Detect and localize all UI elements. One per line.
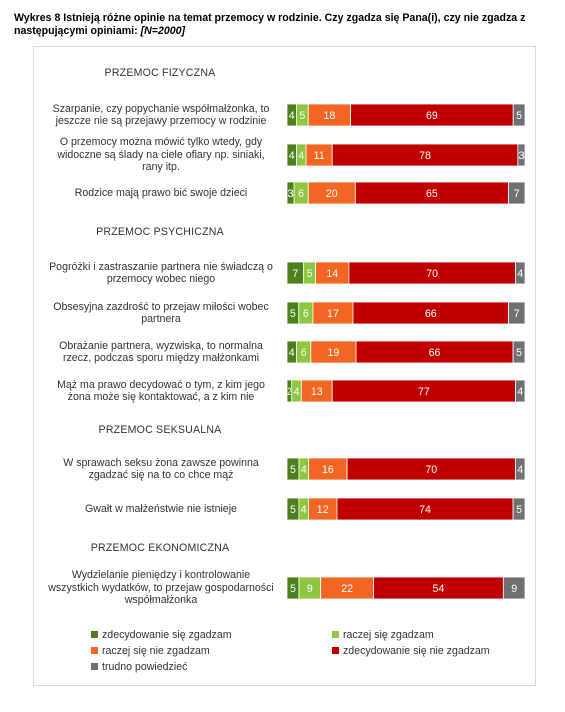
data-label: 4 bbox=[301, 504, 307, 516]
data-label: 4 bbox=[298, 150, 304, 162]
data-label: 5 bbox=[290, 504, 296, 516]
category-label: Gwałt w małżeństwie nie istnieje bbox=[85, 502, 237, 515]
data-label: 69 bbox=[426, 110, 438, 122]
legend-swatch bbox=[91, 663, 98, 670]
chart-title-note: [N=2000] bbox=[140, 25, 186, 37]
category-label: W sprawach seksu żona zawsze powinna zga… bbox=[63, 456, 259, 482]
data-label: 70 bbox=[426, 268, 438, 280]
data-label: 5 bbox=[290, 464, 296, 476]
data-label: 78 bbox=[419, 150, 431, 162]
data-label: 3 bbox=[287, 188, 294, 200]
data-label: 4 bbox=[517, 268, 523, 280]
legend-item: trudno powiedzieć bbox=[91, 661, 187, 673]
category-label: Obrażanie partnera, wyzwiska, to normaln… bbox=[59, 339, 263, 365]
bar-segment bbox=[512, 497, 526, 521]
data-label: 54 bbox=[433, 583, 445, 595]
data-label: 66 bbox=[429, 347, 441, 359]
chart-title: Wykres 8 Istnieją różne opinie na temat … bbox=[14, 12, 544, 38]
legend-label: zdecydowanie się zgadzam bbox=[102, 629, 232, 641]
section-label: PRZEMOC PSYCHICZNA bbox=[96, 226, 224, 238]
data-label: 4 bbox=[294, 386, 300, 398]
bar-segment bbox=[508, 181, 526, 205]
data-label: 5 bbox=[307, 268, 313, 280]
data-label: 4 bbox=[289, 150, 295, 162]
data-label: 11 bbox=[314, 150, 325, 162]
data-label: 66 bbox=[425, 308, 437, 320]
legend-label: zdecydowanie się nie zgadzam bbox=[343, 645, 490, 657]
data-label: 5 bbox=[516, 347, 522, 359]
data-label: 19 bbox=[328, 347, 340, 359]
category-label: Rodzice mają prawo bić swoje dzieci bbox=[74, 186, 248, 199]
legend-item: zdecydowanie się nie zgadzam bbox=[332, 645, 490, 657]
category-label: Obsesyjna zazdrość to przejaw miłości wo… bbox=[53, 300, 269, 326]
data-label: 5 bbox=[299, 110, 305, 122]
data-label: 7 bbox=[514, 188, 520, 200]
data-label: 2 bbox=[287, 386, 291, 398]
data-label: 17 bbox=[327, 308, 339, 320]
legend-swatch bbox=[332, 647, 339, 654]
bar-segment bbox=[515, 261, 526, 285]
data-label: 13 bbox=[311, 386, 323, 398]
category-label: O przemocy można mówić tylko wtedy, gdy … bbox=[57, 136, 265, 173]
section-label: PRZEMOC EKONOMICZNA bbox=[90, 542, 230, 554]
section-label: PRZEMOC SEKSUALNA bbox=[98, 424, 222, 436]
legend-label: raczej się nie zgadzam bbox=[102, 645, 210, 657]
data-label: 4 bbox=[517, 386, 523, 398]
data-label: 5 bbox=[516, 110, 522, 122]
chart-title-text: Wykres 8 Istnieją różne opinie na temat … bbox=[14, 12, 526, 37]
data-label: 7 bbox=[292, 268, 298, 280]
category-label: Mąż ma prawo decydować o tym, z kim jego… bbox=[57, 378, 265, 404]
legend-item: raczej się nie zgadzam bbox=[91, 645, 210, 657]
legend-label: trudno powiedzieć bbox=[102, 661, 188, 673]
data-label: 74 bbox=[419, 504, 431, 516]
legend-label: raczej się zgadzam bbox=[343, 629, 434, 641]
data-label: 3 bbox=[518, 150, 525, 162]
data-label: 6 bbox=[303, 308, 309, 320]
data-label: 65 bbox=[426, 188, 438, 200]
data-label: 4 bbox=[289, 110, 295, 122]
category-label: Pogróżki i zastraszanie partnera nie świ… bbox=[49, 260, 273, 286]
data-label: 4 bbox=[289, 347, 295, 359]
data-label: 12 bbox=[317, 504, 329, 516]
data-label: 70 bbox=[425, 464, 437, 476]
data-label: 9 bbox=[307, 583, 313, 595]
category-label: Szarpanie, czy popychanie współmałżonka,… bbox=[52, 102, 270, 128]
legend-swatch bbox=[91, 631, 98, 638]
legend-swatch bbox=[91, 647, 98, 654]
bar-segment bbox=[508, 301, 526, 325]
data-label: 7 bbox=[514, 308, 520, 320]
data-label: 14 bbox=[326, 268, 338, 280]
chart-frame bbox=[33, 46, 536, 686]
bar-segment bbox=[514, 457, 526, 481]
bar-segment bbox=[517, 143, 526, 167]
data-label: 18 bbox=[324, 110, 336, 122]
legend-item: zdecydowanie się zgadzam bbox=[91, 629, 232, 641]
data-label: 6 bbox=[301, 347, 307, 359]
data-label: 22 bbox=[341, 583, 353, 595]
bar-segment bbox=[512, 103, 526, 127]
data-label: 9 bbox=[511, 583, 517, 595]
bar-segment bbox=[512, 340, 526, 364]
data-label: 6 bbox=[298, 188, 304, 200]
data-label: 5 bbox=[516, 504, 522, 516]
data-label: 5 bbox=[290, 583, 296, 595]
data-label: 5 bbox=[290, 308, 296, 320]
category-label: Wydzielanie pieniędzy i kontrolowanie ws… bbox=[48, 569, 274, 606]
data-label: 20 bbox=[326, 188, 338, 200]
data-label: 77 bbox=[418, 386, 430, 398]
bar-segment bbox=[515, 379, 526, 403]
data-label: 4 bbox=[301, 464, 307, 476]
section-label: PRZEMOC FIZYCZNA bbox=[104, 67, 216, 79]
data-label: 4 bbox=[517, 464, 523, 476]
legend-item: raczej się zgadzam bbox=[332, 629, 434, 641]
bar-segment bbox=[502, 576, 526, 600]
legend-swatch bbox=[332, 631, 339, 638]
data-label: 16 bbox=[322, 464, 334, 476]
